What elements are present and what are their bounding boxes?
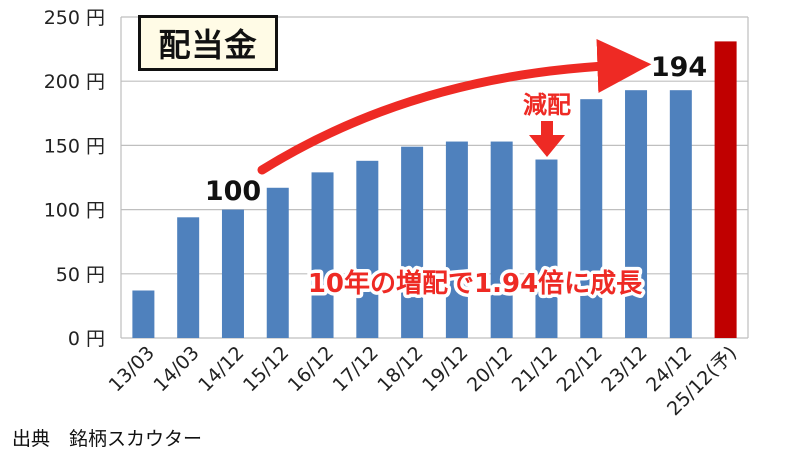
x-tick-label: 16/12: [284, 342, 338, 396]
bar: [401, 146, 424, 338]
bar: [311, 172, 334, 338]
bar: [177, 217, 200, 338]
y-tick-label: 150 円: [44, 135, 105, 157]
bar: [445, 141, 468, 338]
x-tick-label: 21/12: [508, 342, 562, 396]
start-value-label: 100: [205, 176, 261, 207]
y-tick-label: 50 円: [56, 264, 105, 286]
dividend-cut-arrow-icon: [529, 121, 565, 157]
chart-title: 配当金: [138, 15, 278, 71]
x-tick-label: 14/12: [194, 342, 248, 396]
x-tick-label: 20/12: [463, 342, 517, 396]
bar: [625, 90, 648, 338]
x-tick-label: 13/03: [105, 342, 159, 396]
bar: [266, 187, 289, 338]
bar: [669, 90, 692, 338]
x-tick-label: 19/12: [418, 342, 472, 396]
y-tick-label: 200 円: [44, 71, 105, 93]
dividend-cut-label: 減配: [523, 91, 571, 119]
bar-forecast: [714, 41, 737, 339]
bar: [580, 99, 603, 339]
growth-caption: 10年の増配で1.94倍に成長: [308, 268, 643, 299]
x-tick-label: 14/03: [149, 342, 203, 396]
bar: [490, 141, 513, 338]
y-tick-label: 0 円: [68, 328, 105, 350]
bar: [221, 209, 244, 338]
y-tick-label: 100 円: [44, 200, 105, 222]
bar: [356, 160, 379, 338]
x-tick-label: 23/12: [597, 342, 651, 396]
source-note: 出典 銘柄スカウター: [12, 428, 203, 450]
x-tick-label: 15/12: [239, 342, 293, 396]
x-tick-label: 18/12: [373, 342, 427, 396]
bar: [535, 159, 558, 338]
y-tick-label: 250 円: [44, 7, 105, 29]
x-tick-label: 22/12: [553, 342, 607, 396]
bar: [132, 290, 155, 338]
growth-arrow: [257, 39, 652, 175]
x-tick-label: 17/12: [329, 342, 383, 396]
end-value-label: 194: [651, 52, 707, 83]
